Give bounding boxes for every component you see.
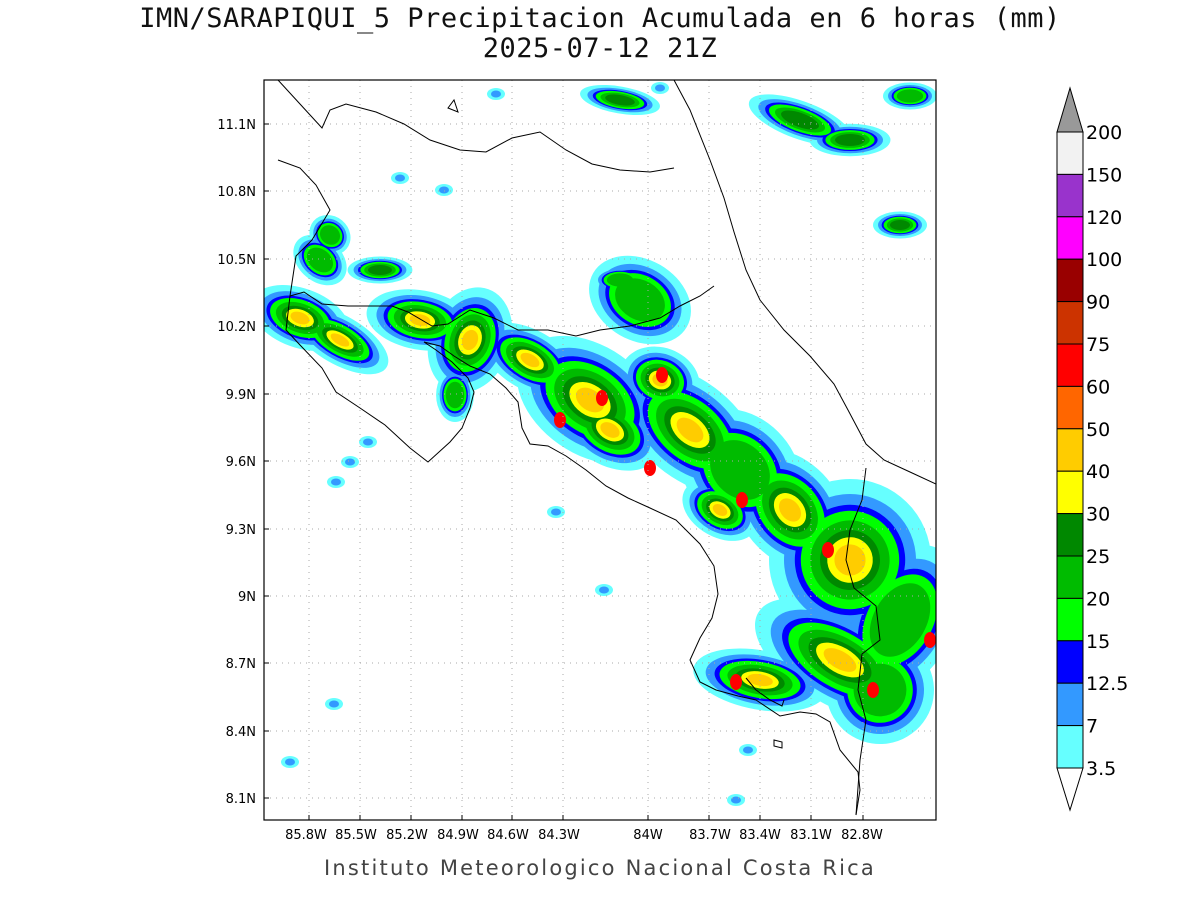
colorbar-label: 200 <box>1086 122 1122 144</box>
colorbar-label: 7 <box>1086 716 1098 738</box>
map-valid-time: 2025-07-12 21Z <box>482 33 718 64</box>
lon-tick-label: 85.5W <box>335 828 377 843</box>
lat-tick-label: 9.6N <box>226 455 256 470</box>
colorbar-label: 50 <box>1086 419 1110 441</box>
lon-tick-label: 84.6W <box>487 828 529 843</box>
lat-tick-label: 10.2N <box>217 320 256 335</box>
colorbar-swatch <box>1056 513 1084 557</box>
lon-tick-label: 83.7W <box>689 828 731 843</box>
map-frame <box>263 79 937 821</box>
lat-tick-label: 10.8N <box>217 185 256 200</box>
colorbar-label: 120 <box>1086 207 1122 229</box>
lat-tick-label: 11.1N <box>217 118 256 133</box>
precipitation-colorbar: 200 150 120 100 90 75 60 50 40 30 25 20 15 12.5 7 3.5 <box>1056 86 1128 812</box>
institution-credit: Instituto Meteorologico Nacional Costa R… <box>324 856 876 880</box>
colorbar-swatch <box>1056 301 1084 345</box>
colorbar-swatch <box>1056 343 1084 387</box>
lon-tick-label: 83.4W <box>739 828 781 843</box>
lat-tick-label: 8.4N <box>226 725 256 740</box>
colorbar-swatch <box>1056 216 1084 260</box>
lat-tick-label: 9.3N <box>226 523 256 538</box>
colorbar-label: 75 <box>1086 334 1110 356</box>
colorbar-label: 20 <box>1086 588 1110 610</box>
lat-tick-label: 10.5N <box>217 253 256 268</box>
colorbar-label: 40 <box>1086 461 1110 483</box>
lon-tick-label: 84.3W <box>538 828 580 843</box>
latitude-axis: 11.1N 10.8N 10.5N 10.2N 9.9N 9.6N 9.3N 9N 8.7N 8.… <box>217 118 269 807</box>
colorbar-swatch <box>1056 470 1084 515</box>
colorbar-swatch <box>1056 131 1084 175</box>
colorbar-swatch <box>1056 173 1084 218</box>
lat-tick-label: 9N <box>238 590 256 605</box>
lon-tick-label: 85.8W <box>285 828 327 843</box>
lon-tick-label: 84W <box>633 828 663 843</box>
colorbar-label: 25 <box>1086 546 1110 568</box>
colorbar-swatch <box>1056 385 1084 430</box>
lat-tick-label: 8.1N <box>226 792 256 807</box>
colorbar-swatch <box>1056 682 1084 727</box>
colorbar-upper-cap <box>1056 86 1084 133</box>
colorbar-label: 90 <box>1086 292 1110 314</box>
lon-tick-label: 82.8W <box>841 828 883 843</box>
colorbar-swatch <box>1056 555 1084 599</box>
colorbar-label: 15 <box>1086 631 1110 653</box>
colorbar-label: 3.5 <box>1086 758 1116 780</box>
coastline-borders <box>277 80 936 816</box>
longitude-axis: 85.8W 85.5W 85.2W 84.9W 84.6W 84.3W 84W 83.7W 83… <box>285 815 883 843</box>
colorbar-label: 12.5 <box>1086 673 1128 695</box>
colorbar-lower-cap <box>1056 767 1084 812</box>
colorbar-swatch <box>1056 258 1084 303</box>
colorbar-label: 100 <box>1086 249 1122 271</box>
colorbar-swatch <box>1056 597 1084 642</box>
precipitation-field <box>264 82 936 806</box>
lon-tick-label: 85.2W <box>386 828 428 843</box>
lat-tick-label: 8.7N <box>226 657 256 672</box>
colorbar-swatch <box>1056 428 1084 472</box>
lon-tick-label: 83.1W <box>790 828 832 843</box>
map-title: IMN/SARAPIQUI_5 Precipitacion Acumulada … <box>139 3 1061 34</box>
colorbar-label: 30 <box>1086 504 1110 526</box>
colorbar-swatch <box>1056 640 1084 684</box>
colorbar-swatch <box>1056 725 1084 769</box>
colorbar-label: 60 <box>1086 376 1110 398</box>
lon-tick-label: 84.9W <box>437 828 479 843</box>
colorbar-label: 150 <box>1086 164 1122 186</box>
lat-tick-label: 9.9N <box>226 388 256 403</box>
map-grid <box>264 80 936 820</box>
